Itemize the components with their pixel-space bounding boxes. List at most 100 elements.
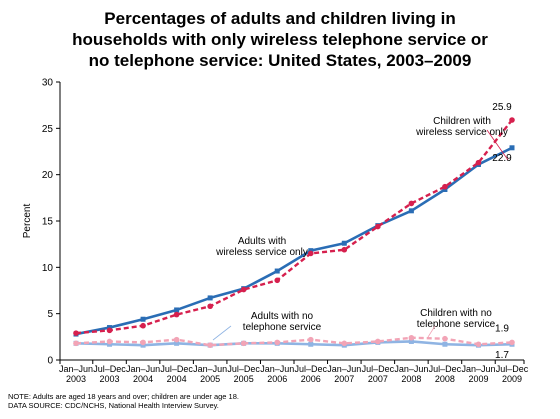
data-point (240, 286, 247, 293)
chart-title-line-1: Percentages of adults and children livin… (104, 9, 456, 28)
data-point (375, 223, 381, 230)
y-tick-label: 25 (42, 124, 54, 135)
data-point (207, 342, 213, 348)
x-tick-label-year: 2006 (267, 374, 287, 384)
y-tick-label: 30 (42, 78, 54, 89)
data-point (475, 341, 482, 348)
data-point (341, 246, 348, 253)
series-label-adults-no-phone: Adults with no (251, 311, 314, 322)
data-point (308, 341, 314, 347)
leader-line (486, 129, 509, 161)
series-label-children-wireless: Children with (433, 116, 491, 127)
data-point (509, 339, 515, 346)
x-tick-label-year: 2007 (334, 374, 354, 384)
x-tick-label-year: 2006 (301, 374, 321, 384)
x-tick-label-period: Jan–Jun (126, 364, 160, 374)
y-tick-label: 0 (47, 356, 53, 367)
series-line-children-wireless (75, 119, 513, 335)
x-tick-label-year: 2003 (66, 374, 86, 384)
series-label-children-wireless: wireless service only (415, 127, 508, 138)
x-tick-label-year: 2004 (133, 374, 153, 384)
data-point (207, 295, 213, 301)
data-point (307, 250, 314, 257)
x-tick-label-period: Jan–Jun (193, 364, 227, 374)
x-tick-label-period: Jan–Jun (327, 364, 361, 374)
data-point (173, 311, 180, 318)
x-tick-label-year: 2005 (234, 374, 254, 384)
y-axis-label: Percent (22, 204, 33, 239)
x-tick-label-period: Jul–Dec (362, 364, 395, 374)
data-point (174, 307, 180, 313)
data-point (509, 145, 515, 151)
x-tick-label-period: Jan–Jun (394, 364, 428, 374)
data-point (240, 340, 247, 347)
data-point (140, 322, 146, 329)
series-label-adults-wireless: Adults with (238, 236, 286, 247)
x-tick-label-period: Jul–Dec (160, 364, 193, 374)
y-tick-label: 10 (42, 263, 54, 274)
data-point (442, 341, 448, 347)
end-value-label-children-no-phone: 1.9 (495, 323, 509, 334)
end-value-label-adults-wireless: 22.9 (492, 153, 512, 164)
x-tick-label-year: 2005 (200, 374, 220, 384)
data-point (274, 277, 281, 284)
series-label-children-no-phone: Children with no (420, 308, 492, 319)
series-children-no-phone (73, 334, 515, 348)
chart-title-line-3: no telephone service: United States, 200… (88, 51, 472, 70)
leader-line (427, 325, 436, 338)
x-tick-label-year: 2004 (167, 374, 187, 384)
series-line-children-no-phone (75, 336, 513, 347)
chart-title: Percentages of adults and children livin… (0, 8, 560, 71)
x-tick-label-period: Jul–Dec (496, 364, 529, 374)
x-tick-label-year: 2008 (435, 374, 455, 384)
data-point (408, 200, 415, 207)
leader-line (212, 325, 232, 341)
chart-notes: NOTE: Adults are aged 18 years and over;… (8, 392, 239, 410)
x-tick-label-period: Jul–Dec (227, 364, 260, 374)
chart-series (73, 117, 515, 348)
data-point (341, 240, 347, 246)
data-point (140, 316, 146, 322)
series-label-adults-no-phone: telephone service (243, 322, 322, 333)
series-line-adults-no-phone (75, 340, 513, 347)
note-line: NOTE: Adults are aged 18 years and over;… (8, 392, 239, 401)
data-point (509, 117, 515, 123)
data-point (442, 335, 448, 342)
data-point (274, 339, 281, 346)
y-tick-label: 5 (47, 309, 53, 320)
data-point (475, 159, 482, 166)
data-point (274, 268, 280, 274)
series-label-adults-wireless: wireless service only (215, 247, 308, 258)
x-tick-label-year: 2009 (468, 374, 488, 384)
data-point (106, 327, 113, 334)
series-children-wireless (73, 117, 515, 336)
data-point (307, 336, 314, 343)
end-value-label-children-wireless: 25.9 (492, 102, 512, 113)
data-point (174, 340, 180, 346)
x-tick-label-year: 2003 (100, 374, 120, 384)
data-point (140, 339, 146, 346)
x-tick-label-year: 2007 (368, 374, 388, 384)
data-point (408, 334, 415, 341)
data-point (408, 208, 414, 214)
x-tick-label-period: Jan–Jun (260, 364, 294, 374)
x-tick-label-period: Jul–Dec (295, 364, 328, 374)
y-tick-label: 15 (42, 217, 54, 228)
data-point (207, 303, 213, 310)
data-point (173, 336, 180, 343)
data-point (341, 340, 348, 347)
chart-title-line-2: households with only wireless telephone … (72, 30, 488, 49)
source-line: DATA SOURCE: CDC/NCHS, National Health I… (8, 401, 219, 410)
data-point (408, 338, 414, 344)
series-line-adults-wireless (75, 146, 513, 336)
data-point (442, 183, 448, 190)
y-tick-label: 20 (42, 170, 54, 181)
x-tick-label-period: Jan–Jun (59, 364, 93, 374)
x-tick-label-period: Jul–Dec (93, 364, 126, 374)
data-point (106, 338, 113, 345)
x-tick-label-period: Jul–Dec (429, 364, 462, 374)
series-label-children-no-phone: telephone service (417, 319, 496, 330)
chart-axes: 051015202530PercentJan–Jun2003Jul–Dec200… (22, 78, 529, 385)
